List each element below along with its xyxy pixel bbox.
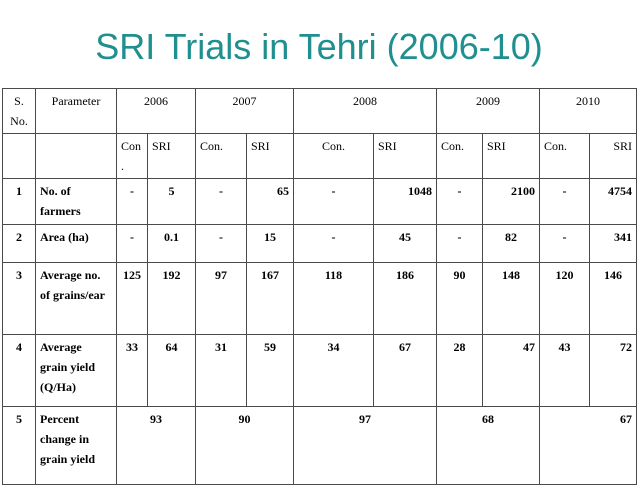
table-row: 5 Percent change in grain yield 93 90 97… [2, 406, 637, 485]
value-cell: 64 [147, 334, 196, 407]
percent-change-cell: 67 [539, 406, 637, 485]
empty-cell [2, 133, 36, 179]
subheader-cell: Con. [539, 133, 590, 179]
value-cell: 125 [116, 262, 148, 335]
subheader-cell: Con . [116, 133, 148, 179]
year-header: 2008 [293, 88, 437, 134]
value-cell: 90 [436, 262, 483, 335]
subheader-cell: Con. [195, 133, 247, 179]
value-cell: 15 [246, 224, 294, 263]
value-cell: 31 [195, 334, 247, 407]
parameter-header: Parameter [35, 88, 117, 134]
percent-change-cell: 97 [293, 406, 437, 485]
year-header-row: S. No. Parameter 2006 2007 2008 2009 201… [2, 88, 637, 134]
value-cell: 28 [436, 334, 483, 407]
value-cell: - [195, 178, 247, 225]
value-cell: - [116, 224, 148, 263]
value-cell: 47 [482, 334, 540, 407]
value-cell: 5 [147, 178, 196, 225]
sri-trials-table: S. No. Parameter 2006 2007 2008 2009 201… [2, 88, 637, 485]
value-cell: 65 [246, 178, 294, 225]
year-header: 2006 [116, 88, 196, 134]
value-cell: 2100 [482, 178, 540, 225]
slide-title: SRI Trials in Tehri (2006-10) [95, 26, 543, 67]
value-cell: 33 [116, 334, 148, 407]
value-cell: 72 [589, 334, 637, 407]
subheader-cell: SRI [246, 133, 294, 179]
value-cell: 167 [246, 262, 294, 335]
year-header: 2009 [436, 88, 540, 134]
value-cell: - [539, 224, 590, 263]
subheader-cell: SRI [589, 133, 637, 179]
value-cell: 82 [482, 224, 540, 263]
sno-cell: 4 [2, 334, 36, 407]
subheader-cell: Con. [293, 133, 374, 179]
value-cell: 186 [373, 262, 437, 335]
value-cell: - [293, 224, 374, 263]
value-cell: - [293, 178, 374, 225]
subheader-cell: SRI [482, 133, 540, 179]
parameter-cell: Percent change in grain yield [35, 406, 117, 485]
subheader-row: Con . SRI Con. SRI Con. SRI Con. SRI Con… [2, 133, 637, 179]
value-cell: 148 [482, 262, 540, 335]
value-cell: - [195, 224, 247, 263]
value-cell: 59 [246, 334, 294, 407]
value-cell: - [116, 178, 148, 225]
percent-change-cell: 93 [116, 406, 196, 485]
subheader-cell: SRI [373, 133, 437, 179]
sno-cell: 2 [2, 224, 36, 263]
table-row: 4 Average grain yield (Q/Ha) 33 64 31 59… [2, 334, 637, 407]
sno-cell: 1 [2, 178, 36, 225]
parameter-cell: Average grain yield (Q/Ha) [35, 334, 117, 407]
value-cell: 67 [373, 334, 437, 407]
value-cell: 97 [195, 262, 247, 335]
value-cell: 34 [293, 334, 374, 407]
year-header: 2007 [195, 88, 294, 134]
parameter-cell: Area (ha) [35, 224, 117, 263]
percent-change-cell: 90 [195, 406, 294, 485]
value-cell: 118 [293, 262, 374, 335]
subheader-cell: SRI [147, 133, 196, 179]
percent-change-cell: 68 [436, 406, 540, 485]
value-cell: - [436, 178, 483, 225]
table-row: 3 Average no. of grains/ear 125 192 97 1… [2, 262, 637, 335]
value-cell: 45 [373, 224, 437, 263]
value-cell: 341 [589, 224, 637, 263]
value-cell: - [539, 178, 590, 225]
value-cell: 146 [589, 262, 637, 335]
empty-cell [35, 133, 117, 179]
parameter-cell: Average no. of grains/ear [35, 262, 117, 335]
value-cell: 192 [147, 262, 196, 335]
value-cell: 120 [539, 262, 590, 335]
subheader-cell: Con. [436, 133, 483, 179]
sno-header: S. No. [2, 88, 36, 134]
table-row: 2 Area (ha) - 0.1 - 15 - 45 - 82 - 341 [2, 224, 637, 263]
year-header: 2010 [539, 88, 637, 134]
value-cell: 43 [539, 334, 590, 407]
sno-cell: 3 [2, 262, 36, 335]
value-cell: 4754 [589, 178, 637, 225]
value-cell: 1048 [373, 178, 437, 225]
sno-cell: 5 [2, 406, 36, 485]
table-row: 1 No. of farmers - 5 - 65 - 1048 - 2100 … [2, 178, 637, 225]
value-cell: 0.1 [147, 224, 196, 263]
parameter-cell: No. of farmers [35, 178, 117, 225]
value-cell: - [436, 224, 483, 263]
